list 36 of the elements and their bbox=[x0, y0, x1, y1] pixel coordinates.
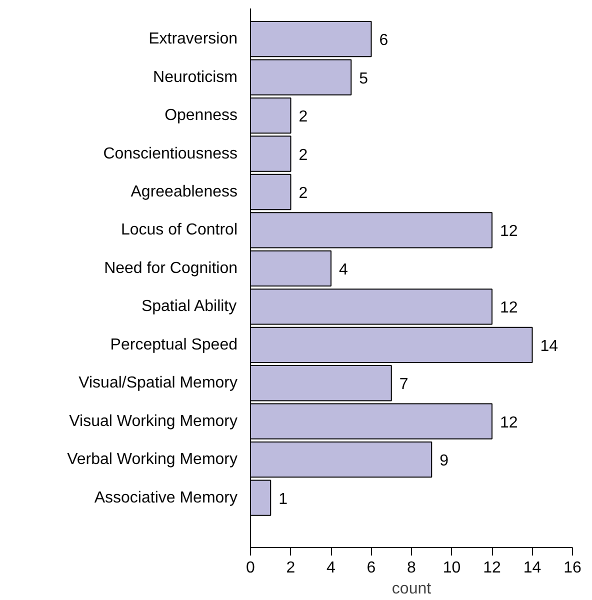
x-tick-label: 0 bbox=[246, 560, 256, 576]
data-label: 14 bbox=[540, 338, 558, 355]
y-tick-label: Visual Working Memory bbox=[69, 412, 238, 430]
y-tick-label: Conscientiousness bbox=[103, 145, 238, 162]
data-label: 5 bbox=[359, 70, 368, 88]
x-axis-title: count bbox=[392, 580, 432, 598]
x-tick-label: 12 bbox=[483, 560, 501, 576]
data-label: 12 bbox=[500, 414, 518, 432]
y-tick-label: Perceptual Speed bbox=[110, 336, 238, 354]
data-label: 6 bbox=[379, 32, 388, 50]
x-tick-label: 8 bbox=[407, 560, 416, 576]
x-tick-label: 6 bbox=[366, 560, 376, 576]
data-label: 9 bbox=[440, 452, 449, 470]
data-label: 12 bbox=[500, 223, 518, 240]
x-tick-label: 14 bbox=[523, 560, 542, 576]
y-tick-label: Agreeableness bbox=[130, 183, 238, 200]
data-label: 12 bbox=[500, 300, 518, 317]
data-label: 4 bbox=[339, 261, 348, 278]
data-label: 1 bbox=[278, 490, 288, 508]
data-label: 2 bbox=[298, 108, 308, 126]
y-tick-label: Associative Memory bbox=[94, 489, 238, 506]
y-tick-label: Spatial Ability bbox=[141, 298, 237, 316]
y-tick-label: Openness bbox=[164, 107, 238, 124]
y-tick-label: Extraversion bbox=[148, 30, 238, 48]
x-tick-label: 2 bbox=[286, 560, 296, 576]
data-label: 7 bbox=[399, 376, 408, 394]
y-tick-label: Neuroticism bbox=[153, 68, 238, 86]
y-tick-label: Need for Cognition bbox=[104, 260, 238, 277]
x-tick-label: 10 bbox=[442, 560, 461, 576]
y-tick-label: Locus of Control bbox=[120, 222, 238, 239]
y-tick-label: Verbal Working Memory bbox=[67, 451, 238, 468]
y-tick-label: Visual/Spatial Memory bbox=[78, 374, 238, 392]
data-label: 2 bbox=[298, 184, 308, 202]
data-label: 2 bbox=[298, 146, 308, 164]
x-tick-label: 16 bbox=[564, 560, 582, 576]
x-tick-label: 4 bbox=[326, 560, 336, 576]
